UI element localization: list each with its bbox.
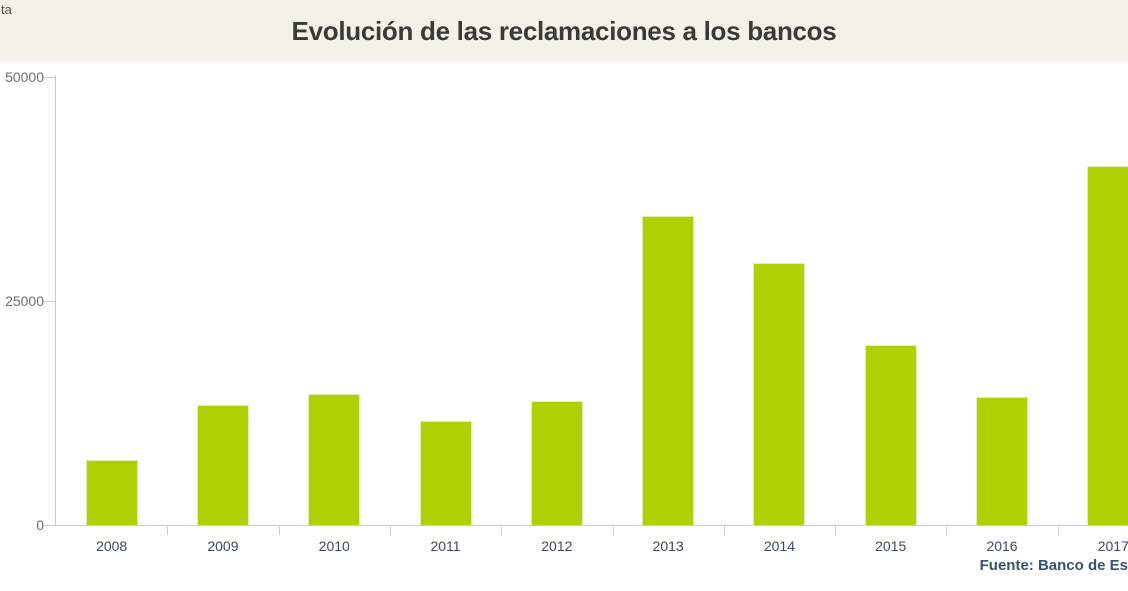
x-axis-tick	[946, 526, 947, 535]
x-axis-tick	[279, 526, 280, 535]
bar-slot-2010	[279, 394, 390, 525]
y-axis-line	[55, 75, 56, 525]
x-axis-ticks	[56, 526, 1128, 535]
x-axis-tick	[835, 526, 836, 535]
x-axis-tick	[501, 526, 502, 535]
bar-2017	[1087, 166, 1128, 525]
bar-slot-2011	[390, 421, 501, 525]
x-axis-label-2017: 2017	[1097, 538, 1128, 554]
bar-slot-2013	[612, 216, 723, 525]
y-axis-label-25000: 25000	[5, 293, 44, 309]
x-axis-label-2008: 2008	[96, 538, 128, 554]
x-axis-label-2014: 2014	[763, 538, 795, 554]
x-axis-label-2012: 2012	[541, 538, 573, 554]
bar-2016	[976, 397, 1029, 525]
bar-slot-2009	[167, 405, 278, 525]
y-axis-label-0: 0	[36, 517, 44, 533]
bar-slot-2017	[1058, 166, 1128, 525]
bar-slot-2014	[724, 263, 835, 525]
bar-slot-2008	[56, 460, 167, 525]
bar-2015	[864, 345, 917, 525]
bar-2013	[642, 216, 695, 525]
x-axis-tick	[613, 526, 614, 535]
bar-slot-2012	[501, 401, 612, 525]
x-axis-label-2010: 2010	[318, 538, 350, 554]
x-axis-label-2009: 2009	[207, 538, 239, 554]
x-axis-label-2011: 2011	[430, 538, 461, 554]
source-note: Fuente: Banco de Es	[979, 557, 1128, 574]
top-left-text-fragment: ta	[1, 2, 12, 17]
y-axis-label-50000: 50000	[5, 69, 44, 85]
x-axis-tick	[724, 526, 725, 535]
header-band: Evolución de las reclamaciones a los ban…	[0, 0, 1128, 62]
bar-slot-2016	[946, 397, 1057, 525]
bar-2012	[530, 401, 583, 525]
x-axis-tick	[1058, 526, 1059, 535]
y-axis-tick-25000	[43, 301, 56, 302]
bar-2008	[85, 460, 138, 525]
y-axis-tick-50000	[43, 77, 56, 78]
x-axis-tick	[390, 526, 391, 535]
x-axis-label-2016: 2016	[986, 538, 1018, 554]
x-axis-label-2015: 2015	[875, 538, 907, 554]
x-axis-line	[43, 525, 1128, 526]
bar-2011	[419, 421, 472, 525]
bar-slot-2015	[835, 345, 946, 525]
x-axis-label-2013: 2013	[652, 538, 684, 554]
plot-area	[56, 77, 1128, 525]
x-axis-labels: 2008 2009 2010 2011 2012 2013 2014 2015 2016 2017	[56, 538, 1128, 554]
bar-2009	[196, 405, 249, 525]
bar-2014	[753, 263, 806, 525]
bar-2010	[308, 394, 361, 525]
chart-title: Evolución de las reclamaciones a los ban…	[291, 15, 837, 46]
x-axis-tick	[167, 526, 168, 535]
